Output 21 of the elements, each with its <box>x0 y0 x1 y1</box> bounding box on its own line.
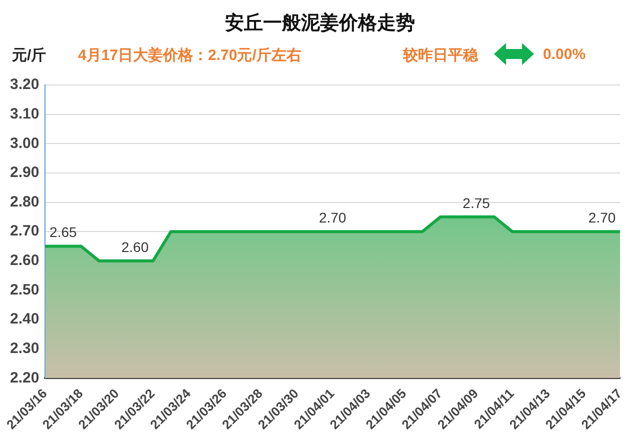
data-label: 2.60 <box>121 238 149 255</box>
y-tick-label: 2.40 <box>10 310 40 328</box>
y-tick-label: 3.10 <box>10 105 40 122</box>
y-tick-label: 2.80 <box>10 193 40 210</box>
y-tick-label: 2.30 <box>10 340 40 358</box>
text: 0.00% <box>543 46 586 63</box>
chart-title: 安丘一般泥姜价格走势 <box>224 11 416 36</box>
y-tick-label: 2.70 <box>10 222 40 240</box>
y-tick-label: 3.00 <box>10 134 40 152</box>
data-label: 2.75 <box>462 194 490 211</box>
chart-subtitle: 4月17日大姜价格：2.70元/斤左右 <box>78 46 302 65</box>
y-tick-label: 2.50 <box>10 281 40 298</box>
y-tick-label: 3.20 <box>10 76 40 94</box>
y-tick-label: 2.60 <box>10 252 40 270</box>
y-axis-title: 元/斤 <box>12 46 46 65</box>
y-tick-label: 2.90 <box>10 164 40 182</box>
data-label: 2.70 <box>588 209 616 226</box>
text: 较昨日平稳 <box>403 46 478 65</box>
data-label: 2.65 <box>50 224 77 240</box>
data-label: 2.70 <box>318 209 346 226</box>
y-tick-label: 2.20 <box>10 369 40 386</box>
